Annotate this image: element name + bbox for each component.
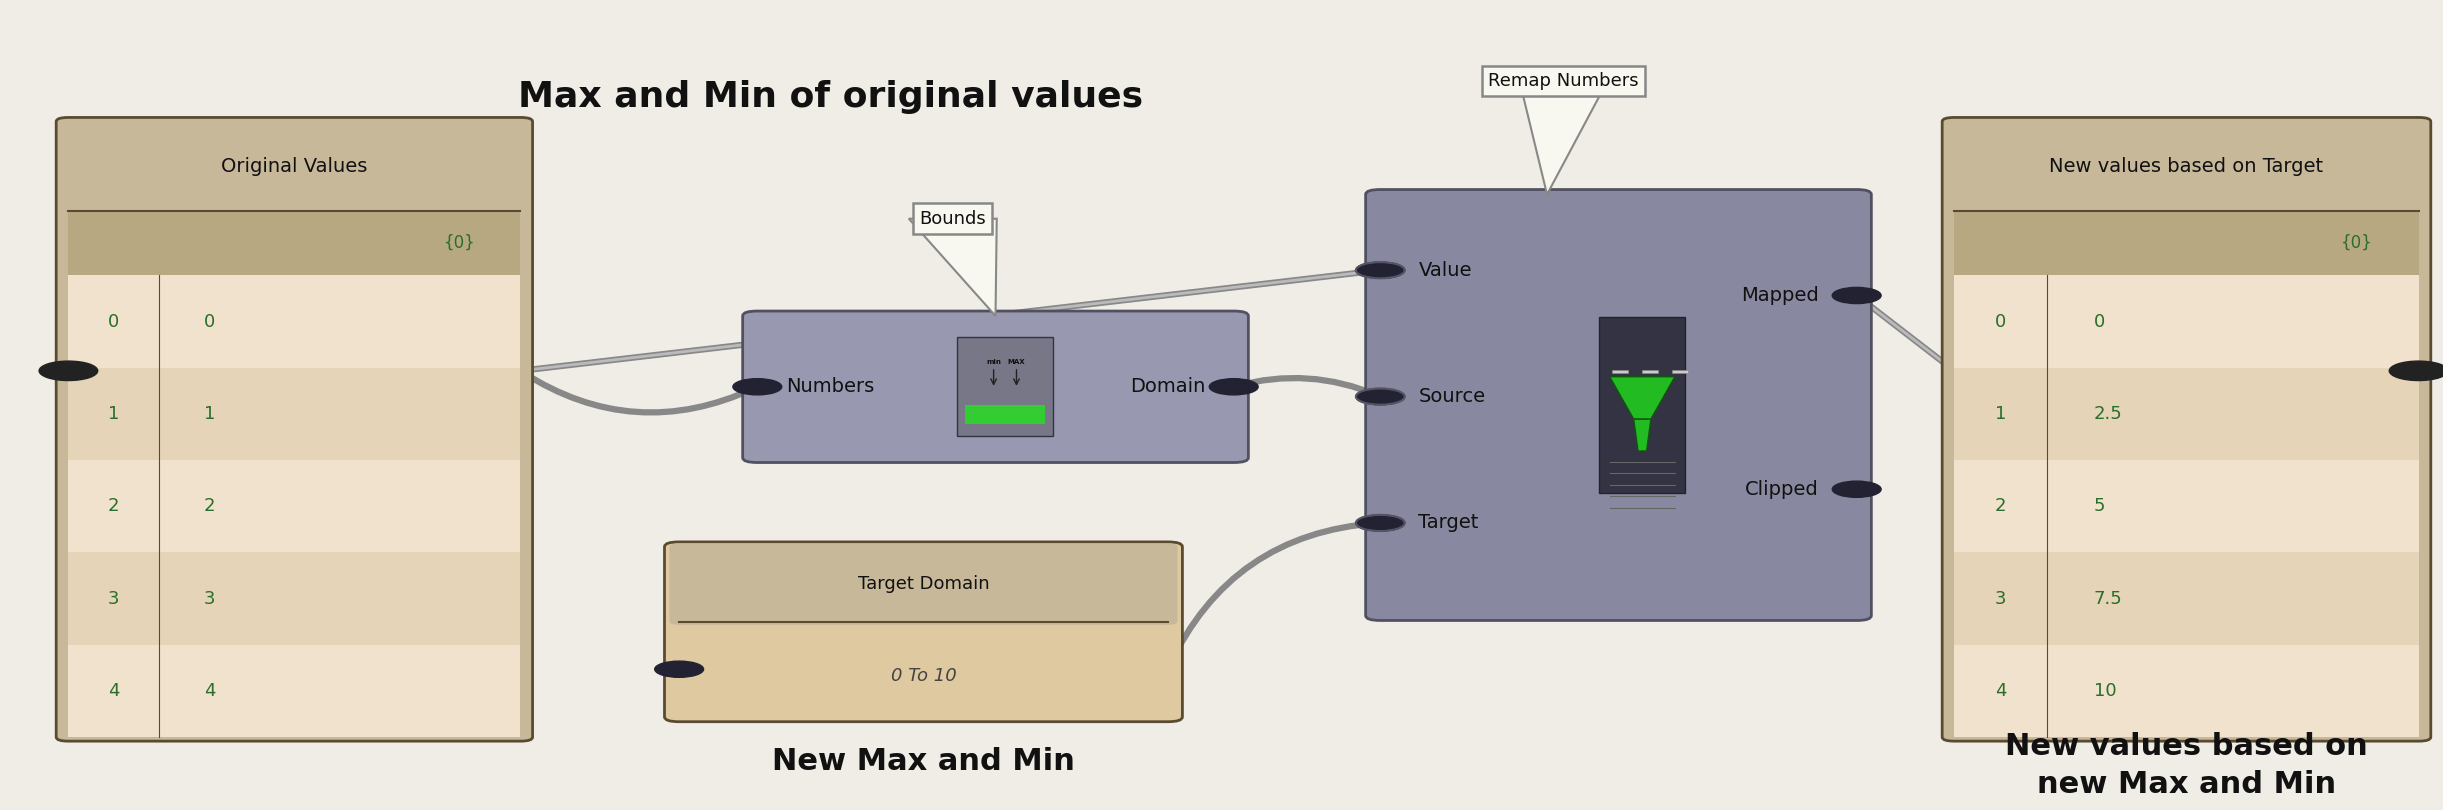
- Text: Target Domain: Target Domain: [857, 575, 989, 593]
- Circle shape: [1356, 515, 1405, 531]
- Text: 0: 0: [107, 313, 120, 330]
- Bar: [1642, 369, 1659, 373]
- Bar: [1954, 552, 2419, 645]
- Text: 3: 3: [107, 590, 120, 608]
- Text: New Max and Min: New Max and Min: [772, 747, 1075, 776]
- FancyBboxPatch shape: [1366, 190, 1871, 620]
- Text: MAX: MAX: [1007, 359, 1026, 365]
- Bar: [1600, 317, 1686, 493]
- Text: 3: 3: [203, 590, 215, 608]
- Text: 2: 2: [203, 497, 215, 515]
- Bar: [1954, 645, 2419, 737]
- Text: Value: Value: [1419, 261, 1471, 279]
- Text: 0 To 10: 0 To 10: [892, 667, 955, 685]
- FancyBboxPatch shape: [743, 311, 1248, 463]
- Bar: [1954, 368, 2419, 460]
- Text: Numbers: Numbers: [787, 377, 875, 396]
- Text: {0}: {0}: [445, 234, 474, 252]
- Text: min: min: [987, 359, 1002, 365]
- Text: 2: 2: [107, 497, 120, 515]
- Bar: [68, 275, 520, 368]
- Text: New values based on
new Max and Min: New values based on new Max and Min: [2006, 732, 2367, 799]
- Text: 1: 1: [1996, 405, 2006, 423]
- Text: 4: 4: [203, 682, 215, 700]
- Text: 5: 5: [2094, 497, 2106, 515]
- Bar: [1954, 275, 2419, 368]
- Circle shape: [733, 379, 782, 395]
- Bar: [1954, 460, 2419, 552]
- Bar: [68, 368, 520, 460]
- FancyBboxPatch shape: [56, 117, 533, 741]
- Bar: [958, 337, 1053, 437]
- Text: 1: 1: [203, 405, 215, 423]
- Circle shape: [655, 661, 704, 677]
- Text: 1: 1: [107, 405, 120, 423]
- Circle shape: [2389, 361, 2443, 381]
- Text: Source: Source: [1419, 387, 1485, 406]
- Polygon shape: [1610, 377, 1676, 419]
- Text: Domain: Domain: [1129, 377, 1204, 396]
- Bar: [68, 211, 520, 275]
- Text: Max and Min of original values: Max and Min of original values: [518, 80, 1143, 114]
- Polygon shape: [909, 219, 997, 316]
- Text: Original Values: Original Values: [222, 156, 366, 176]
- Text: Bounds: Bounds: [919, 210, 987, 228]
- Text: Remap Numbers: Remap Numbers: [1488, 72, 1639, 90]
- Text: 0: 0: [203, 313, 215, 330]
- Bar: [1954, 211, 2419, 275]
- Text: 2.5: 2.5: [2094, 405, 2123, 423]
- Text: Clipped: Clipped: [1744, 480, 1818, 499]
- Text: 0: 0: [1996, 313, 2006, 330]
- Circle shape: [39, 361, 98, 381]
- Text: 7.5: 7.5: [2094, 590, 2123, 608]
- FancyBboxPatch shape: [669, 544, 1178, 625]
- Bar: [68, 460, 520, 552]
- Bar: [965, 405, 1046, 424]
- FancyBboxPatch shape: [1942, 117, 2431, 741]
- Bar: [1612, 369, 1629, 373]
- Bar: [68, 552, 520, 645]
- Text: 0: 0: [2094, 313, 2106, 330]
- Text: Mapped: Mapped: [1742, 286, 1818, 305]
- Polygon shape: [1520, 81, 1607, 194]
- Polygon shape: [1634, 419, 1651, 451]
- Text: 4: 4: [1996, 682, 2006, 700]
- Circle shape: [1832, 288, 1881, 304]
- Circle shape: [1356, 389, 1405, 405]
- Text: 4: 4: [107, 682, 120, 700]
- Text: Target: Target: [1419, 514, 1478, 532]
- Circle shape: [1356, 262, 1405, 279]
- Bar: [1673, 369, 1688, 373]
- Text: 10: 10: [2094, 682, 2116, 700]
- Text: 2: 2: [1996, 497, 2006, 515]
- Text: New values based on Target: New values based on Target: [2050, 156, 2323, 176]
- FancyBboxPatch shape: [664, 542, 1182, 722]
- Bar: [68, 645, 520, 737]
- Text: {0}: {0}: [2340, 234, 2372, 252]
- Text: 3: 3: [1996, 590, 2006, 608]
- Circle shape: [1209, 379, 1258, 395]
- Circle shape: [1832, 481, 1881, 497]
